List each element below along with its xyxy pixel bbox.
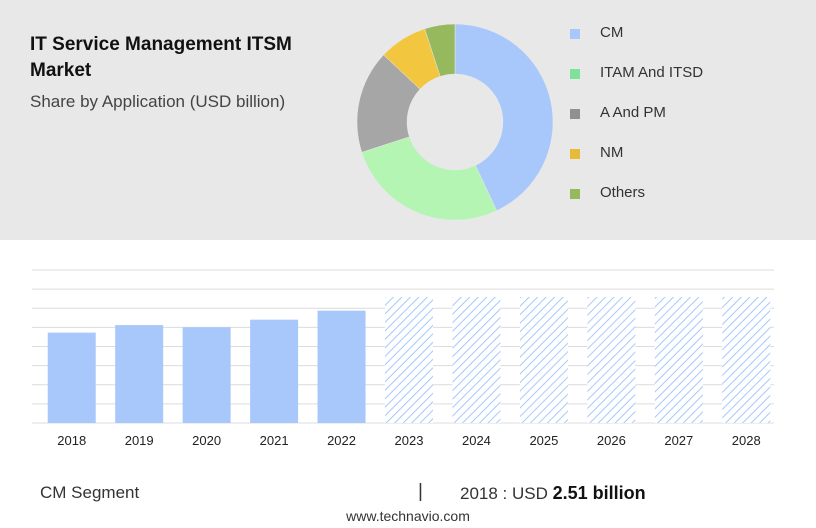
bar-2022 (317, 310, 366, 423)
forecast-bar-2027 (654, 297, 703, 423)
segment-label: CM Segment (40, 483, 140, 502)
header-panel: IT Service Management ITSM Market Share … (0, 0, 816, 240)
x-tick-label: 2024 (462, 433, 491, 448)
forecast-bar-2024 (452, 297, 501, 423)
bar-2020 (182, 327, 231, 423)
donut-slice-cm (454, 23, 554, 212)
x-tick-label: 2027 (664, 433, 693, 448)
forecast-bar-2025 (519, 297, 568, 423)
chart-subtitle: Share by Application (USD billion) (30, 92, 286, 111)
x-tick-label: 2028 (732, 433, 761, 448)
forecast-bar-2028 (722, 297, 771, 423)
legend-item: ITAM And ITSD (568, 62, 768, 84)
legend-label: CM (600, 24, 624, 41)
legend-swatch (570, 189, 580, 199)
legend-item: A And PM (568, 102, 768, 124)
segment-value: 2018 : USD 2.51 billion (460, 483, 646, 504)
x-tick-label: 2018 (57, 433, 86, 448)
segment-value-amount: 2.51 billion (552, 483, 646, 503)
legend-label: NM (600, 144, 624, 161)
chart-title: IT Service Management ITSM Market (30, 34, 292, 81)
donut-slice-itam-and-itsd (361, 136, 498, 221)
legend-swatch (570, 149, 580, 159)
x-tick-label: 2019 (125, 433, 154, 448)
forecast-bar-2026 (587, 297, 636, 423)
legend-swatch (570, 29, 580, 39)
x-tick-label: 2023 (395, 433, 424, 448)
bar-chart: 2018 2019 2020 2021 2022 2023 2024 2025 2026 2027… (32, 269, 774, 448)
footer-separator: | (418, 481, 423, 502)
x-tick-label: 2021 (260, 433, 289, 448)
donut-slice-others (424, 23, 456, 77)
legend-item: NM (568, 142, 768, 164)
donut-chart (356, 23, 554, 221)
website-link[interactable]: www.technavio.com (346, 508, 470, 524)
segment-year: 2018 : USD (460, 484, 548, 503)
legend-label: A And PM (600, 104, 666, 121)
x-tick-label: 2022 (327, 433, 356, 448)
legend-swatch (570, 69, 580, 79)
legend-item: CM (568, 22, 768, 44)
x-tick-label: 2026 (597, 433, 626, 448)
legend-label: Others (600, 184, 646, 201)
forecast-bar-2023 (385, 297, 433, 423)
legend-label: ITAM And ITSD (600, 64, 704, 81)
bar-2018 (47, 332, 96, 423)
legend-swatch (570, 109, 580, 119)
legend-item: Others (568, 182, 768, 204)
bar-2021 (250, 319, 299, 423)
x-tick-label: 2020 (192, 433, 221, 448)
x-tick-label: 2025 (529, 433, 558, 448)
bar-2019 (115, 325, 164, 423)
